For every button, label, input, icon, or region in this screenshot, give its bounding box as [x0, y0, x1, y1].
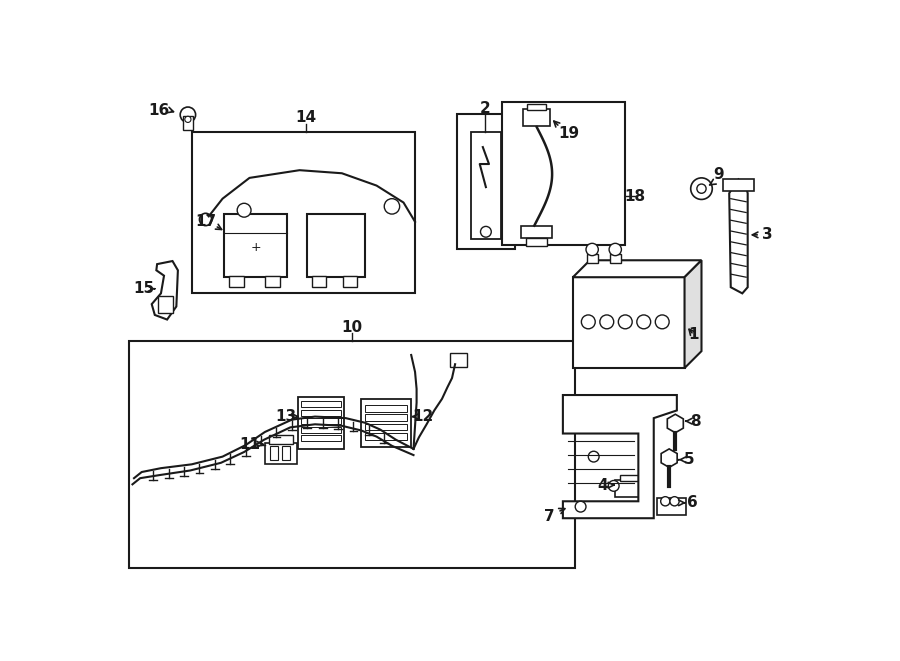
Bar — [361, 399, 411, 447]
Bar — [229, 276, 244, 288]
Bar — [616, 480, 648, 496]
Text: 15: 15 — [133, 282, 155, 296]
Bar — [298, 397, 344, 449]
Text: 19: 19 — [559, 126, 580, 141]
Bar — [183, 116, 194, 130]
Bar — [312, 276, 326, 288]
Circle shape — [238, 204, 251, 217]
Circle shape — [655, 315, 669, 329]
Circle shape — [586, 243, 598, 256]
Bar — [129, 341, 575, 568]
Text: 12: 12 — [412, 409, 434, 424]
Bar — [282, 446, 290, 459]
Bar — [224, 214, 287, 277]
Bar — [365, 433, 408, 440]
Text: 13: 13 — [275, 409, 296, 424]
Text: 2: 2 — [480, 101, 491, 116]
Text: 18: 18 — [625, 189, 646, 204]
Text: 8: 8 — [690, 414, 700, 429]
Bar — [457, 114, 515, 249]
Polygon shape — [662, 449, 677, 467]
Circle shape — [200, 214, 212, 225]
Bar — [573, 277, 685, 368]
Polygon shape — [667, 414, 683, 433]
Bar — [265, 276, 280, 288]
Bar — [265, 443, 297, 464]
Circle shape — [184, 116, 191, 122]
Circle shape — [575, 501, 586, 512]
Bar — [343, 276, 356, 288]
Circle shape — [690, 178, 712, 200]
Bar — [450, 353, 466, 367]
Circle shape — [581, 315, 595, 329]
Polygon shape — [573, 260, 701, 277]
Bar — [365, 424, 408, 430]
Circle shape — [481, 226, 491, 237]
Text: 9: 9 — [713, 167, 724, 182]
Bar — [657, 498, 686, 515]
Bar — [302, 410, 341, 416]
Bar — [526, 104, 546, 110]
Bar — [610, 254, 621, 263]
Circle shape — [670, 496, 680, 506]
Bar — [302, 435, 341, 442]
Circle shape — [599, 315, 614, 329]
Bar — [365, 405, 408, 412]
Bar — [502, 102, 626, 245]
Text: +: + — [250, 241, 261, 254]
Circle shape — [618, 315, 632, 329]
Bar — [270, 446, 278, 459]
Text: 3: 3 — [762, 227, 773, 243]
Circle shape — [609, 243, 621, 256]
Polygon shape — [562, 395, 677, 518]
Bar — [587, 254, 598, 263]
Bar — [472, 132, 500, 239]
Bar — [192, 132, 415, 293]
Text: 11: 11 — [239, 437, 260, 452]
Bar — [269, 435, 293, 444]
Circle shape — [637, 315, 651, 329]
Bar — [620, 475, 643, 481]
Bar — [521, 225, 552, 238]
Text: 17: 17 — [195, 214, 216, 229]
Circle shape — [697, 184, 706, 193]
Bar — [526, 238, 547, 246]
Circle shape — [180, 107, 195, 122]
Text: 14: 14 — [295, 110, 316, 126]
Text: 7: 7 — [544, 509, 555, 524]
Text: 4: 4 — [598, 478, 608, 492]
Circle shape — [589, 451, 599, 462]
Bar — [307, 214, 365, 277]
Text: 6: 6 — [687, 495, 698, 510]
Text: 10: 10 — [341, 320, 363, 334]
Bar — [302, 401, 341, 407]
Polygon shape — [723, 179, 754, 191]
Circle shape — [384, 199, 400, 214]
Bar — [302, 418, 341, 424]
Bar — [523, 108, 550, 126]
Bar — [158, 297, 174, 313]
Text: 16: 16 — [148, 102, 170, 118]
Text: 5: 5 — [684, 452, 695, 467]
Circle shape — [661, 496, 670, 506]
Polygon shape — [729, 179, 748, 293]
Polygon shape — [685, 260, 701, 368]
Circle shape — [608, 481, 619, 491]
Bar — [365, 414, 408, 421]
Text: 1: 1 — [688, 327, 699, 342]
Polygon shape — [152, 261, 178, 319]
Bar — [302, 426, 341, 433]
